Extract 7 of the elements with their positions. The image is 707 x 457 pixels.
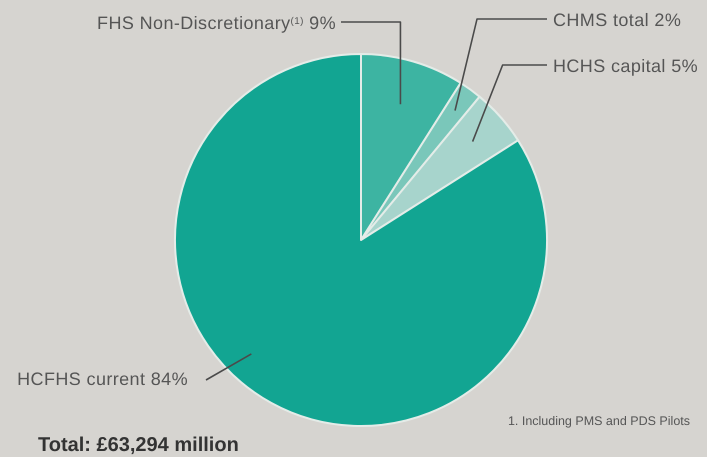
- slice-label: FHS Non-Discretionary$^{(1)}$: [97, 13, 304, 33]
- data-label: 9%: [304, 13, 336, 33]
- slice-label: HCHS capital 5%: [553, 56, 698, 76]
- text: Total: £63,294 million: [38, 434, 239, 456]
- text: 1. Including PMS and PDS Pilots: [508, 414, 690, 428]
- slice-label: HCFHS current 84%: [17, 369, 188, 389]
- slice-label: CHMS total 2%: [553, 10, 682, 30]
